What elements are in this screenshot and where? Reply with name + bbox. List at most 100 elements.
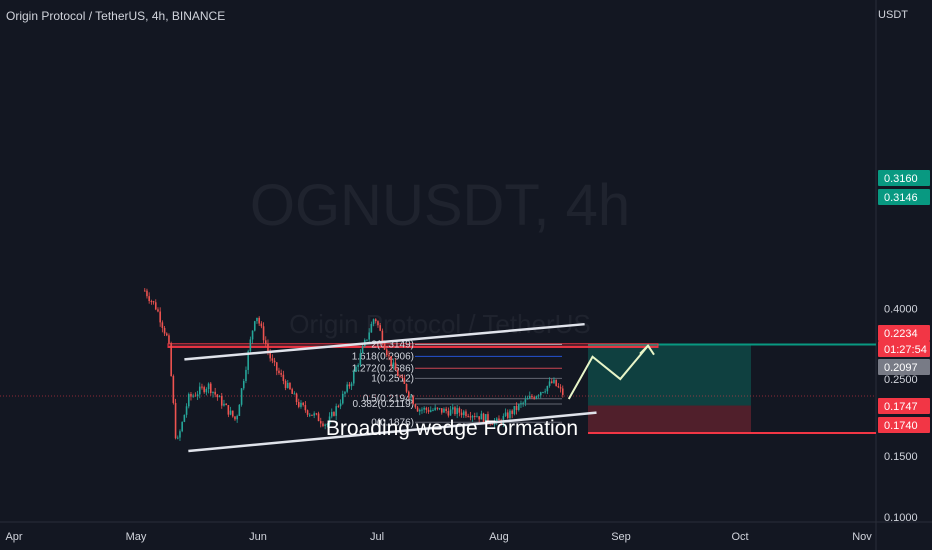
fib-level-label: 0.5(0.2194) bbox=[363, 394, 414, 405]
candle-body bbox=[251, 330, 254, 340]
candle-body bbox=[546, 385, 549, 392]
candle-body bbox=[515, 405, 518, 410]
candle-body bbox=[341, 393, 344, 404]
price-badge-label: 0.1747 bbox=[884, 401, 918, 413]
candle-body bbox=[528, 395, 531, 399]
candle-body bbox=[271, 358, 274, 361]
candle-body bbox=[374, 319, 377, 322]
candle-body bbox=[308, 414, 311, 416]
candle-body bbox=[203, 387, 205, 393]
candle-body bbox=[192, 395, 194, 397]
pattern-annotation: Broading wedge Formation bbox=[326, 417, 578, 440]
candle-body bbox=[531, 395, 533, 398]
candle-body bbox=[269, 351, 271, 359]
candle-body bbox=[476, 416, 478, 418]
candle-body bbox=[425, 407, 428, 410]
candle-body bbox=[207, 383, 210, 390]
candle-body bbox=[238, 404, 241, 416]
candle-body bbox=[414, 404, 417, 408]
candle-body bbox=[174, 402, 177, 439]
candle-body bbox=[548, 381, 551, 386]
candle-body bbox=[172, 376, 175, 403]
price-badge-label: 01:27:54 bbox=[884, 344, 927, 356]
candle-body bbox=[482, 413, 485, 423]
candle-body bbox=[407, 391, 410, 398]
candle-body bbox=[385, 349, 388, 356]
x-tick-label: Jul bbox=[370, 531, 384, 543]
candle-body bbox=[291, 389, 293, 394]
currency-label: USDT bbox=[878, 9, 908, 21]
candle-body bbox=[231, 410, 234, 417]
price-badge bbox=[878, 341, 930, 357]
fib-level-label: 2(0.3149) bbox=[371, 339, 414, 350]
candle-body bbox=[550, 381, 553, 383]
candle-body bbox=[372, 319, 375, 324]
candle-body bbox=[176, 437, 179, 439]
candle-body bbox=[535, 396, 538, 399]
candle-body bbox=[152, 301, 155, 303]
wedge-lower-trendline bbox=[188, 411, 597, 453]
fib-level-label: 0.382(0.2119) bbox=[352, 399, 414, 410]
candle-body bbox=[368, 332, 370, 340]
candle-body bbox=[542, 392, 544, 394]
candle-body bbox=[544, 391, 546, 393]
candle-body bbox=[280, 373, 282, 375]
candle-body bbox=[229, 410, 232, 415]
candle-body bbox=[445, 408, 447, 411]
candle-body bbox=[159, 311, 161, 323]
candle-body bbox=[198, 386, 201, 395]
candle-body bbox=[284, 380, 287, 388]
candle-body bbox=[370, 323, 373, 333]
candle-body bbox=[163, 327, 166, 334]
candle-body bbox=[553, 379, 555, 383]
fib-level-label: 1.272(0.2686) bbox=[352, 363, 414, 374]
candle-body bbox=[366, 339, 368, 341]
candle-body bbox=[480, 413, 483, 420]
candle-body bbox=[379, 325, 381, 331]
candle-body bbox=[361, 346, 364, 354]
candle-body bbox=[157, 309, 159, 312]
candle-body bbox=[154, 302, 157, 310]
watermark-symbol: OGNUSDT, 4h bbox=[250, 173, 630, 238]
candle-body bbox=[185, 406, 188, 415]
candle-body bbox=[348, 384, 351, 387]
candle-body bbox=[143, 290, 146, 292]
candle-body bbox=[511, 410, 513, 414]
candle-body bbox=[190, 393, 192, 397]
candle-body bbox=[458, 408, 461, 413]
candle-body bbox=[484, 414, 487, 423]
candle-body bbox=[300, 402, 302, 407]
candle-body bbox=[150, 301, 153, 303]
price-badge-label: 0.2234 bbox=[884, 328, 918, 340]
candle-body bbox=[183, 414, 186, 422]
candle-body bbox=[524, 399, 527, 403]
x-tick-label: Jun bbox=[249, 531, 267, 543]
candle-body bbox=[212, 391, 214, 394]
candle-body bbox=[418, 409, 421, 412]
candle-body bbox=[293, 393, 296, 395]
candle-body bbox=[412, 396, 414, 405]
fib-level-label: 1.618(0.2906) bbox=[352, 351, 414, 362]
watermark-name: Origin Protocol / TetherUS bbox=[289, 309, 591, 339]
candle-body bbox=[352, 371, 355, 384]
candle-body bbox=[467, 416, 469, 418]
candle-body bbox=[216, 394, 219, 398]
candle-body bbox=[487, 414, 489, 422]
candle-body bbox=[537, 395, 540, 397]
candle-body bbox=[273, 360, 276, 363]
candle-body bbox=[438, 408, 441, 410]
candle-body bbox=[315, 413, 318, 415]
candle-body bbox=[465, 411, 467, 417]
x-tick-label: Sep bbox=[611, 531, 631, 543]
candle-body bbox=[381, 330, 384, 344]
candle-body bbox=[322, 423, 324, 426]
candle-body bbox=[146, 290, 148, 297]
candle-body bbox=[403, 377, 406, 384]
candle-body bbox=[383, 343, 386, 350]
candle-body bbox=[401, 376, 403, 378]
candle-body bbox=[350, 383, 353, 387]
candle-body bbox=[256, 317, 258, 322]
candle-body bbox=[436, 407, 439, 409]
candle-body bbox=[278, 370, 280, 374]
